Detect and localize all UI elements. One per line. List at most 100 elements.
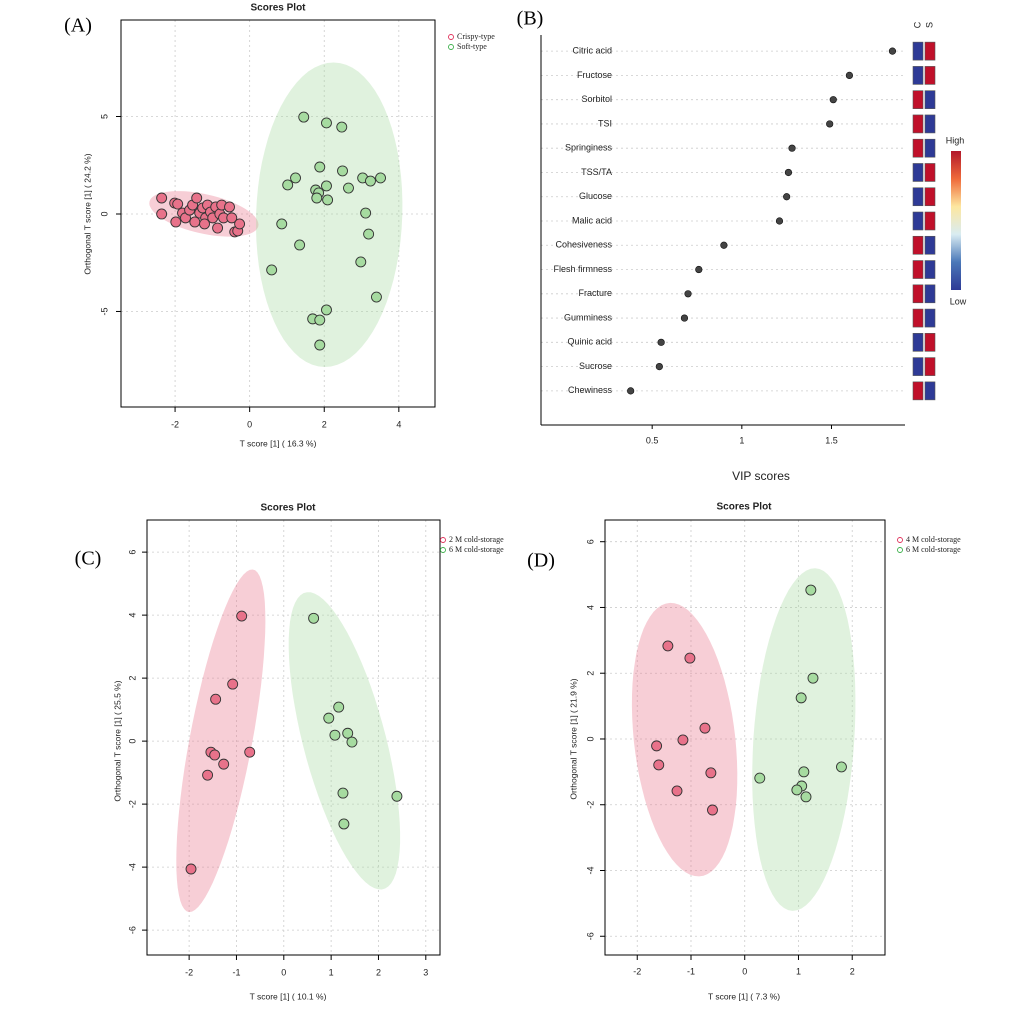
x-tick-label: -2 bbox=[633, 966, 641, 976]
score-point bbox=[314, 161, 326, 173]
score-point bbox=[699, 722, 711, 734]
y-axis-label: Orthogonal T score [1] ( 21.9 %) bbox=[568, 678, 578, 799]
score-point bbox=[336, 121, 348, 133]
category-label: Fructose bbox=[577, 70, 612, 80]
vip-dot bbox=[657, 338, 665, 346]
score-point bbox=[321, 304, 332, 316]
vip-dot bbox=[627, 387, 635, 395]
confidence-ellipse bbox=[256, 62, 403, 367]
vip-dot bbox=[784, 168, 793, 177]
y-axis-label: Orthogonal T score [1] ( 25.5 %) bbox=[112, 680, 122, 801]
y-tick-label: -4 bbox=[127, 863, 137, 871]
y-tick-label: 2 bbox=[127, 676, 137, 681]
heat-cell bbox=[912, 138, 924, 158]
heat-cell bbox=[912, 187, 924, 207]
x-tick-label: 3 bbox=[423, 967, 428, 977]
category-label: Malic acid bbox=[572, 215, 612, 225]
legend-marker bbox=[448, 44, 454, 50]
heat-cell bbox=[912, 90, 924, 109]
legend-marker bbox=[897, 537, 903, 543]
heat-cell bbox=[912, 66, 924, 85]
score-point bbox=[337, 165, 348, 177]
score-point bbox=[308, 612, 320, 624]
category-label: Cohesiveness bbox=[555, 240, 612, 250]
panel-label: (D) bbox=[527, 550, 555, 572]
legend-marker bbox=[897, 547, 903, 553]
vip-dot bbox=[684, 290, 692, 298]
heat-cell bbox=[912, 357, 924, 376]
x-tick-label: 0 bbox=[281, 967, 286, 977]
heat-cell bbox=[912, 235, 924, 255]
vip-dot bbox=[826, 120, 834, 128]
score-point bbox=[321, 180, 332, 192]
vip-dot bbox=[655, 363, 663, 371]
y-tick-label: 4 bbox=[127, 613, 137, 618]
heatmap-column-label: S bbox=[924, 22, 934, 28]
vip-dot bbox=[845, 71, 854, 79]
chart-title: Scores Plot bbox=[716, 502, 772, 513]
vip-dot bbox=[783, 193, 791, 201]
heat-cell bbox=[924, 333, 936, 352]
colorbar-high: High bbox=[946, 135, 965, 145]
y-tick-label: 6 bbox=[585, 539, 595, 544]
heat-cell bbox=[924, 114, 936, 134]
score-point bbox=[202, 769, 214, 781]
score-point bbox=[224, 201, 235, 213]
category-label: Flesh firmness bbox=[553, 264, 612, 274]
panel-label: (A) bbox=[64, 15, 92, 37]
y-tick-label: -6 bbox=[127, 926, 137, 934]
panel-label: (B) bbox=[517, 8, 544, 30]
confidence-ellipse bbox=[288, 592, 401, 890]
score-point bbox=[805, 584, 817, 596]
colorbar-low: Low bbox=[950, 296, 967, 306]
plot-frame bbox=[604, 519, 886, 956]
heat-cell bbox=[924, 284, 936, 304]
x-tick-label: -1 bbox=[232, 967, 240, 977]
score-point bbox=[311, 192, 323, 204]
legend-marker bbox=[440, 537, 446, 543]
chart-title: Scores Plot bbox=[250, 3, 306, 14]
legend-marker bbox=[448, 34, 454, 40]
score-point bbox=[244, 746, 256, 758]
category-label: Quinic acid bbox=[567, 337, 612, 347]
score-point bbox=[333, 701, 345, 713]
plot-frame bbox=[120, 19, 436, 408]
y-tick-label: -2 bbox=[585, 801, 595, 809]
score-point bbox=[653, 759, 665, 771]
vip-dot bbox=[888, 47, 897, 55]
score-point bbox=[156, 192, 168, 204]
heat-cell bbox=[924, 41, 936, 61]
score-point bbox=[191, 192, 203, 204]
heat-cell bbox=[912, 381, 924, 401]
score-point bbox=[343, 182, 354, 194]
x-tick-label: 2 bbox=[322, 419, 327, 429]
score-point bbox=[199, 218, 210, 230]
y-tick-label: -4 bbox=[585, 866, 595, 874]
x-axis-label: T score [1] ( 16.3 %) bbox=[240, 438, 317, 448]
category-label: Springiness bbox=[565, 143, 613, 153]
y-axis-label: Orthogonal T score [1] ( 24.2 %) bbox=[82, 153, 92, 274]
legend-label: Crispy-type bbox=[457, 32, 495, 41]
vip-dot bbox=[680, 314, 689, 322]
score-point bbox=[365, 175, 376, 187]
score-point bbox=[329, 729, 341, 741]
x-tick-label: 0.5 bbox=[646, 435, 659, 445]
x-tick-label: -2 bbox=[171, 419, 179, 429]
legend-label: 6 M cold-storage bbox=[906, 545, 961, 554]
category-label: Chewiness bbox=[568, 385, 613, 395]
panel-label: (C) bbox=[75, 548, 102, 570]
vip-dot bbox=[720, 241, 728, 249]
y-tick-label: 0 bbox=[127, 739, 137, 744]
legend-marker bbox=[440, 547, 446, 553]
heat-cell bbox=[912, 41, 924, 61]
score-point bbox=[218, 758, 230, 770]
score-point bbox=[795, 692, 807, 704]
y-tick-label: 0 bbox=[585, 736, 595, 741]
score-point bbox=[836, 761, 847, 773]
x-tick-label: 1 bbox=[329, 967, 334, 977]
score-point bbox=[342, 727, 354, 739]
y-tick-label: -2 bbox=[127, 800, 137, 808]
score-point bbox=[337, 787, 349, 799]
y-tick-label: 2 bbox=[585, 671, 595, 676]
